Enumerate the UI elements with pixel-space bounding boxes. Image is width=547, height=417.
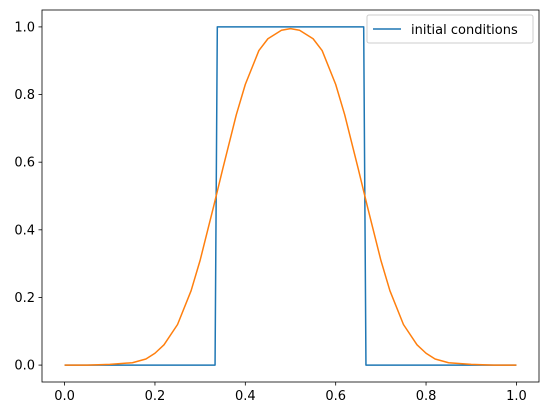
legend-label: initial conditions — [411, 23, 518, 38]
legend-box — [366, 14, 534, 44]
y-tick-label: 0.0 — [14, 359, 35, 374]
y-tick-label: 0.4 — [14, 223, 35, 238]
y-tick-label: 0.2 — [14, 291, 35, 306]
x-tick-label: 1.0 — [506, 389, 527, 404]
y-tick-label: 1.0 — [14, 20, 35, 35]
series-layer — [64, 26, 517, 366]
series-line-0 — [64, 26, 517, 366]
axes-frame — [41, 9, 540, 383]
ticks-layer: 0.0 0.2 0.4 0.6 0.8 1.0 0.0 0.2 0.4 0.6 0.8 1.0 — [14, 20, 526, 404]
legend: initial conditions — [366, 14, 534, 44]
x-tick-label: 0.0 — [54, 389, 75, 404]
x-tick-label: 0.4 — [235, 389, 256, 404]
y-tick-label: 0.6 — [14, 156, 35, 171]
x-tick-label: 0.6 — [325, 389, 346, 404]
x-tick-label: 0.2 — [145, 389, 166, 404]
x-tick-label: 0.8 — [416, 389, 437, 404]
y-tick-label: 0.8 — [14, 88, 35, 103]
series-line-1 — [64, 27, 517, 366]
